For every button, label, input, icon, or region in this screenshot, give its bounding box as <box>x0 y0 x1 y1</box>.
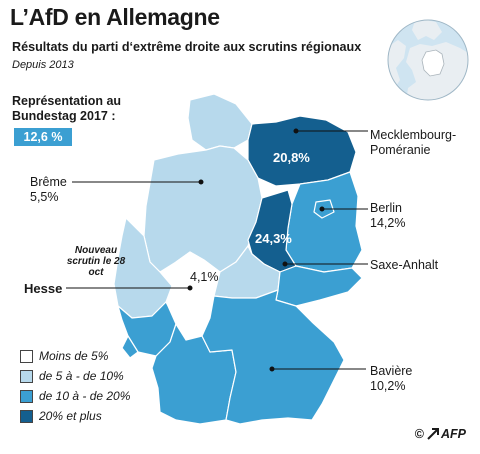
hesse-label: Hesse <box>24 281 63 296</box>
berlin-value: 14,2% <box>370 216 406 230</box>
legend-item: de 10 à - de 20% <box>20 388 130 404</box>
region-brandenburg <box>285 171 363 273</box>
region-saarland <box>121 335 139 359</box>
legend-label: de 10 à - de 20% <box>39 389 131 403</box>
page-title: L’AfD en Allemagne <box>10 4 220 30</box>
legend-swatch <box>20 369 33 383</box>
mecklenburg-value-on-map: 20,8% <box>273 150 310 165</box>
mecklenburg-label: Mecklembourg-Poméranie <box>370 128 457 157</box>
legend-item: de 5 à - de 10% <box>20 368 124 384</box>
hesse-note: Nouveau scrutin le 28 oct <box>66 245 126 278</box>
breme-label: Brême <box>30 175 67 189</box>
subtitle: Résultats du parti d‘extrême droite aux … <box>12 40 362 54</box>
copyright-symbol: © <box>414 427 424 441</box>
afp-arrow-icon <box>427 428 439 440</box>
credit: © AFP <box>415 427 466 441</box>
legend-swatch <box>20 389 33 403</box>
baviere-label: Bavière <box>370 364 413 378</box>
region-bavaria <box>201 289 345 425</box>
legend-label: de 5 à - de 10% <box>39 369 124 383</box>
legend-item: Moins de 5% <box>20 348 108 364</box>
afp-logo-text: AFP <box>441 427 466 441</box>
saxe-anhalt-label: Saxe-Anhalt <box>370 258 439 272</box>
since-note: Depuis 2013 <box>12 59 74 71</box>
breme-value: 5,5% <box>30 190 59 204</box>
region-schleswig-holstein <box>187 93 253 151</box>
hesse-value-on-map: 4,1% <box>190 270 219 284</box>
legend-label: Moins de 5% <box>39 349 109 363</box>
berlin-label: Berlin <box>370 201 402 215</box>
legend-label: 20% et plus <box>39 409 102 423</box>
europe-globe-inset <box>387 19 469 101</box>
bundestag-label: Représentation au Bundestag 2017 : <box>12 94 122 123</box>
saxe-anhalt-value-on-map: 24,3% <box>255 231 292 246</box>
legend-swatch <box>20 409 33 423</box>
region-saxony <box>275 265 363 307</box>
bundestag-value-badge: 12,6 % <box>14 128 72 146</box>
legend-item: 20% et plus <box>20 408 102 424</box>
legend-swatch <box>20 349 33 363</box>
legend: Moins de 5% de 5 à - de 10% de 10 à - de… <box>20 348 190 428</box>
baviere-value: 10,2% <box>370 379 406 393</box>
